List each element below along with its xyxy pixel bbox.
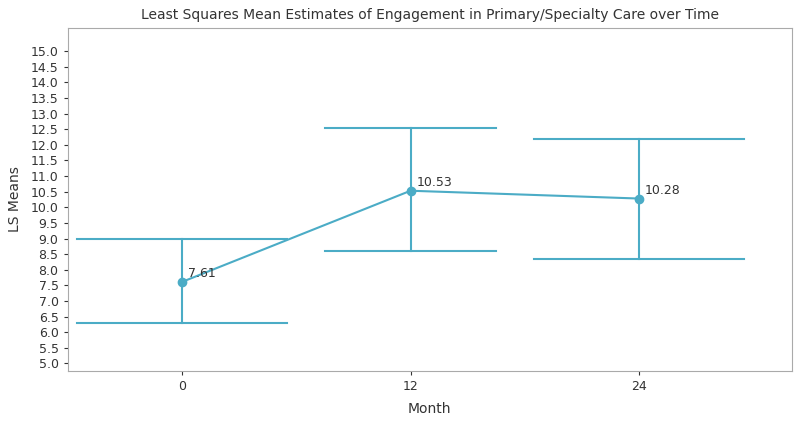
Title: Least Squares Mean Estimates of Engagement in Primary/Specialty Care over Time: Least Squares Mean Estimates of Engageme… [141, 8, 718, 22]
Text: 10.28: 10.28 [645, 184, 681, 197]
Text: 7.61: 7.61 [188, 267, 215, 280]
X-axis label: Month: Month [408, 402, 451, 416]
Text: 10.53: 10.53 [416, 176, 452, 189]
Y-axis label: LS Means: LS Means [8, 167, 22, 232]
